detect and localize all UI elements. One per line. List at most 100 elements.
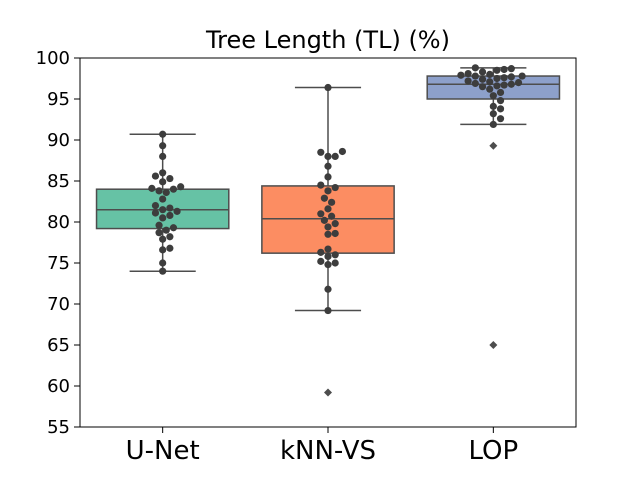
data-point xyxy=(324,285,332,293)
data-point xyxy=(507,80,515,88)
data-point xyxy=(320,216,328,224)
data-point xyxy=(159,246,167,254)
data-point xyxy=(457,71,465,79)
data-point xyxy=(151,202,160,210)
data-point xyxy=(464,77,472,85)
data-point xyxy=(159,267,167,275)
data-point xyxy=(166,233,174,241)
outlier-marker xyxy=(489,141,498,150)
y-axis: 55 60 65 70 75 80 85 90 95 100 xyxy=(36,48,80,438)
y-tick-label: 70 xyxy=(47,294,70,315)
data-point xyxy=(159,235,167,243)
data-point xyxy=(159,259,167,267)
outlier-marker xyxy=(324,388,332,397)
data-point xyxy=(155,229,163,237)
data-point xyxy=(324,261,332,269)
data-point xyxy=(331,183,339,192)
data-point xyxy=(331,251,339,259)
data-point xyxy=(324,223,332,231)
data-point xyxy=(166,211,174,220)
x-tick-label: U-Net xyxy=(126,436,200,466)
data-point xyxy=(169,224,178,232)
data-point xyxy=(317,148,325,156)
data-point xyxy=(478,68,487,76)
data-point xyxy=(500,81,508,89)
data-point xyxy=(173,207,181,215)
y-tick-label: 75 xyxy=(47,253,70,274)
data-point xyxy=(496,97,505,105)
data-point xyxy=(162,188,170,197)
iqr-box xyxy=(261,185,395,254)
data-point xyxy=(331,220,339,228)
data-point xyxy=(486,78,494,86)
data-point xyxy=(324,152,332,160)
data-point xyxy=(159,142,167,150)
data-point xyxy=(159,206,167,214)
box-group-knn-vs xyxy=(261,83,395,397)
data-point xyxy=(489,110,497,118)
y-tick-label: 55 xyxy=(47,417,70,438)
x-axis: U-Net kNN-VS LOP xyxy=(126,427,518,466)
data-point xyxy=(493,74,501,83)
data-point xyxy=(328,198,336,206)
data-point xyxy=(324,205,332,213)
data-point xyxy=(496,115,505,123)
data-point xyxy=(324,245,332,253)
data-point xyxy=(338,147,346,156)
data-point xyxy=(166,204,174,212)
data-point xyxy=(331,229,339,238)
data-point xyxy=(471,72,479,80)
data-point xyxy=(500,74,508,82)
outlier-marker xyxy=(489,341,498,349)
data-point xyxy=(155,187,163,195)
data-point xyxy=(500,65,508,74)
box-group-u-net xyxy=(95,130,230,275)
data-point xyxy=(324,230,332,238)
data-point xyxy=(486,85,494,93)
data-point xyxy=(159,130,167,138)
data-point xyxy=(155,221,163,229)
data-point xyxy=(169,185,178,193)
data-point xyxy=(162,226,170,234)
y-tick-label: 100 xyxy=(36,48,70,69)
data-point xyxy=(324,306,332,315)
data-point xyxy=(486,70,494,78)
data-point xyxy=(324,252,332,261)
y-tick-label: 95 xyxy=(47,89,70,110)
data-point xyxy=(151,172,160,180)
data-point xyxy=(496,105,505,113)
data-point xyxy=(464,69,472,78)
data-point xyxy=(507,65,515,73)
data-point xyxy=(514,79,523,87)
data-point xyxy=(159,152,167,160)
data-point xyxy=(159,178,167,186)
data-point xyxy=(471,64,479,72)
data-point xyxy=(489,102,497,110)
y-tick-label: 85 xyxy=(47,171,70,192)
x-tick-label: LOP xyxy=(468,436,518,466)
plot-area xyxy=(95,64,561,397)
data-point xyxy=(159,214,167,222)
chart-title: Tree Length (TL) (%) xyxy=(205,26,450,54)
data-point xyxy=(324,83,332,92)
data-point xyxy=(493,66,501,74)
data-point xyxy=(320,194,328,202)
data-point xyxy=(478,83,487,91)
data-point xyxy=(317,257,325,265)
y-tick-label: 80 xyxy=(47,212,70,233)
data-point xyxy=(148,184,156,192)
data-point xyxy=(331,152,339,160)
data-point xyxy=(518,72,526,80)
data-point xyxy=(489,92,497,100)
data-point xyxy=(166,174,174,183)
data-point xyxy=(159,195,167,203)
data-point xyxy=(159,169,167,177)
data-point xyxy=(317,210,325,218)
data-point xyxy=(496,88,505,97)
data-point xyxy=(177,183,185,191)
data-point xyxy=(471,79,479,88)
x-tick-label: kNN-VS xyxy=(280,436,376,466)
data-point xyxy=(317,181,325,189)
data-point xyxy=(166,244,174,252)
